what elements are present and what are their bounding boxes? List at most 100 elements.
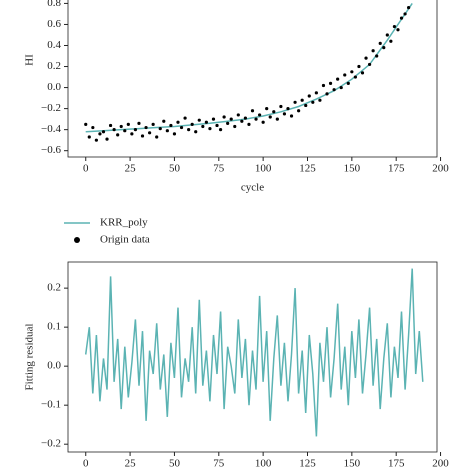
data-point — [108, 123, 113, 128]
y-tick-label: 0.2 — [47, 282, 61, 294]
data-point — [98, 132, 102, 136]
data-point — [275, 117, 279, 121]
data-point — [375, 54, 379, 58]
data-point — [364, 56, 368, 60]
x-tick-label: 25 — [125, 163, 137, 175]
x-tick-label: 50 — [169, 458, 181, 470]
data-point — [240, 119, 244, 123]
data-point — [105, 137, 109, 141]
data-point — [399, 16, 404, 20]
data-point — [140, 134, 145, 138]
data-point — [197, 118, 201, 122]
data-point — [325, 92, 329, 96]
legend-marker — [74, 237, 80, 243]
data-point — [332, 88, 336, 92]
y-tick-label: 0.0 — [47, 81, 61, 93]
y-tick-label: 0.2 — [47, 60, 61, 72]
y-tick-label: −0.4 — [41, 123, 61, 135]
data-point — [183, 116, 187, 120]
y-tick-label: −0.6 — [41, 144, 61, 156]
x-tick-label: 25 — [125, 458, 137, 470]
y-axis-label: Fitting residual — [24, 324, 36, 391]
data-point — [353, 75, 357, 79]
data-point — [112, 128, 116, 132]
data-point — [307, 94, 311, 98]
data-point — [261, 120, 265, 124]
data-point — [130, 132, 134, 136]
data-point — [318, 98, 322, 102]
data-point — [272, 110, 276, 114]
data-point — [304, 103, 308, 108]
x-tick-label: 175 — [388, 458, 405, 470]
line-series — [85, 2, 413, 133]
x-tick-label: 75 — [213, 163, 225, 175]
data-point — [169, 123, 173, 128]
x-tick-label: 150 — [344, 458, 361, 470]
data-point — [158, 126, 162, 131]
data-point — [148, 131, 152, 135]
y-tick-label: 0.6 — [47, 18, 61, 30]
y-tick-label: 0.8 — [47, 0, 61, 9]
data-point — [155, 135, 159, 139]
x-tick-label: 50 — [169, 163, 181, 175]
data-point — [286, 107, 290, 111]
x-tick-label: 100 — [255, 163, 272, 175]
data-point — [257, 113, 262, 117]
data-point — [91, 125, 95, 130]
data-point — [126, 122, 130, 126]
data-point — [243, 116, 248, 120]
data-point — [360, 71, 365, 75]
data-point — [144, 125, 148, 130]
data-point — [254, 117, 258, 121]
data-point — [236, 113, 240, 117]
data-point — [343, 73, 347, 77]
x-tick-label: 150 — [344, 163, 361, 175]
data-point — [101, 130, 106, 134]
data-point — [208, 126, 212, 131]
x-axis-label: cycle — [241, 182, 264, 194]
data-point — [162, 119, 166, 123]
data-point — [133, 128, 138, 132]
x-tick-label: 175 — [388, 163, 405, 175]
data-point — [396, 28, 400, 32]
data-point — [268, 115, 272, 119]
x-tick-label: 0 — [83, 458, 89, 470]
axes-frame — [67, 0, 438, 158]
data-point — [311, 100, 315, 104]
data-point — [165, 129, 169, 133]
data-point — [293, 100, 297, 104]
x-tick-label: 75 — [213, 458, 225, 470]
data-point — [247, 122, 251, 126]
y-tick-label: −0.2 — [41, 438, 61, 450]
data-point — [357, 64, 361, 69]
data-point — [204, 120, 208, 124]
x-tick-label: 125 — [299, 163, 316, 175]
data-point — [367, 62, 372, 67]
data-point — [218, 128, 223, 132]
x-tick-label: 125 — [299, 458, 316, 470]
legend-label: KRR_poly — [100, 217, 148, 229]
data-point — [222, 115, 226, 119]
data-point — [187, 128, 191, 132]
data-point — [94, 138, 98, 142]
x-tick-label: 0 — [83, 163, 89, 175]
line-series — [84, 268, 424, 437]
data-point — [179, 125, 184, 130]
data-point — [119, 124, 123, 129]
data-point — [201, 124, 205, 129]
data-point — [123, 129, 127, 133]
data-point — [300, 98, 304, 102]
data-point — [211, 117, 216, 121]
data-point — [265, 107, 269, 111]
data-point — [382, 45, 386, 50]
data-point — [151, 122, 155, 126]
data-point — [229, 117, 233, 121]
data-point — [392, 24, 397, 29]
x-tick-label: 200 — [432, 163, 449, 175]
data-point — [87, 135, 91, 139]
data-point — [321, 83, 326, 88]
data-point — [226, 121, 230, 125]
data-point — [407, 6, 411, 10]
legend-label: Origin data — [100, 234, 150, 246]
